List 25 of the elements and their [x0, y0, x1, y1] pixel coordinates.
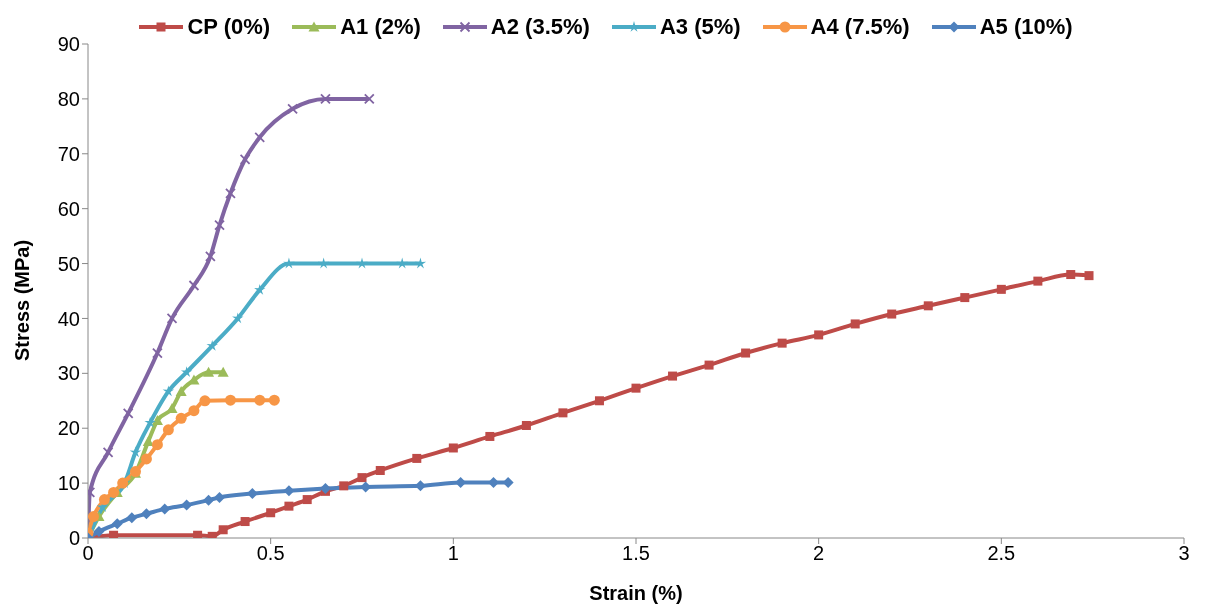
x-tick-label: 0.5 — [256, 542, 285, 565]
legend-label: A2 (3.5%) — [490, 14, 590, 40]
y-tick-label: 20 — [57, 417, 80, 440]
x-tick-label: 1.5 — [622, 542, 650, 565]
y-tick-label: 70 — [57, 142, 80, 165]
legend-label: A1 (2%) — [340, 14, 421, 40]
y-tick-label: 10 — [57, 472, 80, 495]
x-axis-title: Strain (%) — [589, 582, 683, 604]
legend-label: A3 (5%) — [659, 14, 741, 40]
y-tick-label: 0 — [68, 527, 80, 550]
y-tick-label: 40 — [57, 307, 80, 330]
y-tick-label: 30 — [57, 362, 80, 385]
legend-label: CP (0%) — [187, 14, 271, 40]
y-axis-title: Stress (MPa) — [11, 239, 34, 361]
x-tick-label: 2.5 — [987, 542, 1016, 565]
legend-label: A5 (10%) — [979, 14, 1073, 40]
x-tick-label: 3 — [1178, 542, 1190, 565]
y-tick-label: 60 — [57, 197, 80, 220]
x-tick-label: 0 — [82, 542, 94, 565]
y-tick-label: 50 — [57, 252, 80, 275]
y-tick-label: 80 — [57, 87, 80, 110]
y-tick-label: 90 — [57, 33, 80, 56]
x-tick-label: 1 — [447, 542, 459, 565]
x-tick-label: 2 — [813, 542, 825, 565]
legend-label: A4 (7.5%) — [810, 14, 910, 40]
